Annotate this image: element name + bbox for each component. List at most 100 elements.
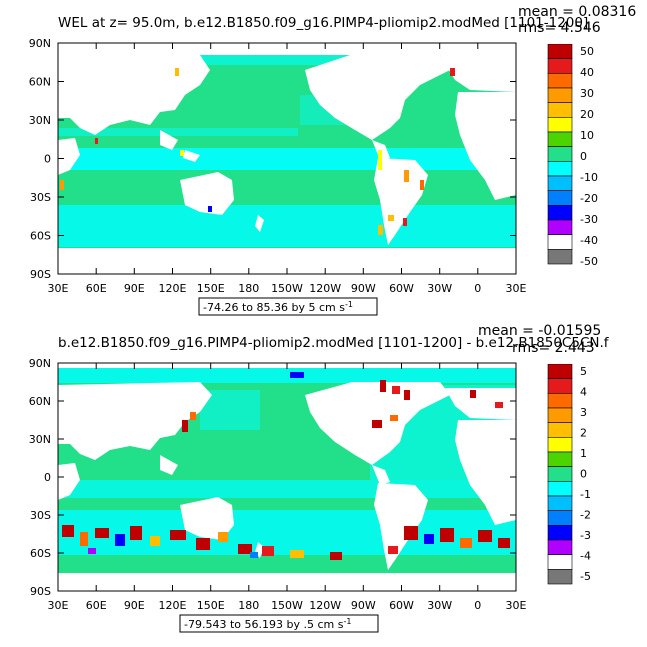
- bottom-colorbar-label: 5: [580, 365, 587, 378]
- top-colorbar-box: [547, 87, 573, 103]
- bottom-panel-title: b.e12.B1850.f09_g16.PIMP4-pliomip2.modMe…: [58, 337, 609, 351]
- top-colorbar-box: [547, 249, 573, 265]
- bottom-map: 90N 60N 30N 0 30S 60S 90S 30E 60E 90E 12…: [29, 357, 527, 633]
- top-lat-label: 0: [44, 153, 51, 166]
- top-colorbar-label: 0: [580, 150, 587, 163]
- top-colorbar-box: [547, 205, 573, 221]
- top-map: 90N 60N 30N 0 30S 60S 90S 30E 60E 90E 12…: [29, 37, 527, 316]
- top-y-ticks: [58, 42, 516, 236]
- bottom-southern-ocean-band: [62, 525, 510, 560]
- bottom-colorbar-box: [547, 510, 573, 526]
- top-lon-label: 30W: [427, 282, 452, 295]
- bottom-colorbar-label: 2: [580, 427, 587, 440]
- top-colorbar-box: [547, 234, 573, 250]
- top-colorbar-box: [547, 117, 573, 133]
- bottom-lon-label: 60E: [86, 599, 107, 612]
- bottom-colorbar-label: -1: [580, 488, 591, 501]
- bottom-colorbar-box: [547, 364, 573, 379]
- bottom-lon-label: 90E: [124, 599, 145, 612]
- top-lat-label: 60N: [29, 76, 51, 89]
- bottom-lon-label: 60W: [389, 599, 414, 612]
- top-lat-labels: 90N 60N 30N 0 30S 60S 90S: [29, 37, 51, 281]
- top-lon-label: 120E: [159, 282, 187, 295]
- bottom-colorbar-box: [547, 407, 573, 423]
- top-colorbar-box: [547, 190, 573, 206]
- top-lon-label: 90E: [124, 282, 145, 295]
- top-lon-label: 60W: [389, 282, 414, 295]
- bottom-rms-label: rms= 2.443: [512, 340, 595, 356]
- top-lat-label: 90N: [29, 37, 51, 50]
- top-lat-label: 30S: [30, 191, 51, 204]
- bottom-colorbar-labels: 5 4 3 2 1 0 -1 -2 -3 -4 -5: [580, 365, 591, 583]
- top-x-ticks: [57, 43, 517, 274]
- top-colorbar-box: [547, 219, 573, 235]
- bottom-lon-label: 30W: [427, 599, 452, 612]
- top-rms-label: rms= 4.546: [518, 20, 601, 36]
- top-colorbar-box: [547, 44, 573, 59]
- top-lon-label: 60E: [86, 282, 107, 295]
- bottom-colorbar-box: [547, 525, 573, 541]
- bottom-colorbar: 5 4 3 2 1 0 -1 -2 -3 -4 -5: [547, 364, 591, 585]
- bottom-mean-label: mean = -0.01595: [478, 323, 602, 339]
- top-lon-labels: 30E 60E 90E 120E 150E 180 150W 120W 90W …: [48, 282, 527, 295]
- bottom-lon-label: 30E: [506, 599, 527, 612]
- bottom-land: [58, 363, 516, 591]
- bottom-range-label: -79.543 to 56.193 by .5 cm s-1: [184, 617, 351, 631]
- top-colorbar-labels: 50 40 30 20 10 0 -10 -20 -30 -40 -50: [580, 45, 598, 268]
- bottom-lon-label: 120E: [159, 599, 187, 612]
- top-lon-label: 150W: [271, 282, 303, 295]
- bottom-lat-label: 60S: [30, 547, 51, 560]
- top-lat-label: 60S: [30, 230, 51, 243]
- top-lon-label: 30E: [506, 282, 527, 295]
- bottom-colorbar-label: -3: [580, 529, 591, 542]
- top-colorbar-box: [547, 146, 573, 162]
- top-lon-label: 0: [474, 282, 481, 295]
- bottom-lat-label: 60N: [29, 395, 51, 408]
- top-colorbar-label: 30: [580, 87, 594, 100]
- bottom-lat-label: 90S: [30, 585, 51, 598]
- top-lon-label: 120W: [309, 282, 341, 295]
- bottom-lon-label: 120W: [309, 599, 341, 612]
- top-colorbar-box: [547, 58, 573, 74]
- bottom-x-ticks: [95, 363, 479, 591]
- top-panel-title: WEL at z= 95.0m, b.e12.B1850.f09_g16.PIM…: [58, 15, 589, 31]
- bottom-y-ticks: [58, 400, 516, 554]
- bottom-lat-label: 90N: [29, 357, 51, 370]
- top-colorbar-box: [547, 102, 573, 118]
- bottom-lon-labels: 30E 60E 90E 120E 150E 180 150W 120W 90W …: [48, 599, 527, 612]
- bottom-colorbar-box: [547, 422, 573, 438]
- bottom-colorbar-box: [547, 569, 573, 585]
- bottom-lon-label: 30E: [48, 599, 69, 612]
- bottom-north-highlights: [182, 372, 503, 432]
- top-lon-label: 150E: [197, 282, 225, 295]
- bottom-colorbar-box: [547, 481, 573, 497]
- bottom-colorbar-box: [547, 554, 573, 570]
- top-colorbar-label: 50: [580, 45, 594, 58]
- top-colorbar-label: -30: [580, 213, 598, 226]
- bottom-lat-label: 30S: [30, 509, 51, 522]
- bottom-lat-label: 30N: [29, 433, 51, 446]
- top-lon-label: 90W: [351, 282, 376, 295]
- bottom-colorbar-boxes: [547, 364, 573, 585]
- bottom-lon-label: 180: [238, 599, 259, 612]
- top-colorbar-box: [547, 73, 573, 89]
- top-colorbar-label: 10: [580, 129, 594, 142]
- top-colorbar-box: [547, 161, 573, 177]
- top-lon-label: 30E: [48, 282, 69, 295]
- bottom-lon-label: 150E: [197, 599, 225, 612]
- bottom-colorbar-box: [547, 495, 573, 511]
- bottom-colorbar-box: [547, 393, 573, 409]
- top-colorbar-box: [547, 131, 573, 147]
- top-mean-label: mean = 0.08316: [518, 4, 637, 20]
- top-lon-label: 180: [238, 282, 259, 295]
- top-colorbar-label: -50: [580, 255, 598, 268]
- bottom-colorbar-label: 3: [580, 406, 587, 419]
- bottom-lon-label: 150W: [271, 599, 303, 612]
- top-range-box: [198, 297, 378, 316]
- top-range-label: -74.26 to 85.36 by 5 cm s-1: [203, 300, 353, 314]
- bottom-lon-label: 90W: [351, 599, 376, 612]
- bottom-lat-labels: 90N 60N 30N 0 30S 60S 90S: [29, 357, 51, 598]
- top-lat-label: 30N: [29, 114, 51, 127]
- top-colorbar-box: [547, 175, 573, 191]
- top-colorbar-label: -10: [580, 171, 598, 184]
